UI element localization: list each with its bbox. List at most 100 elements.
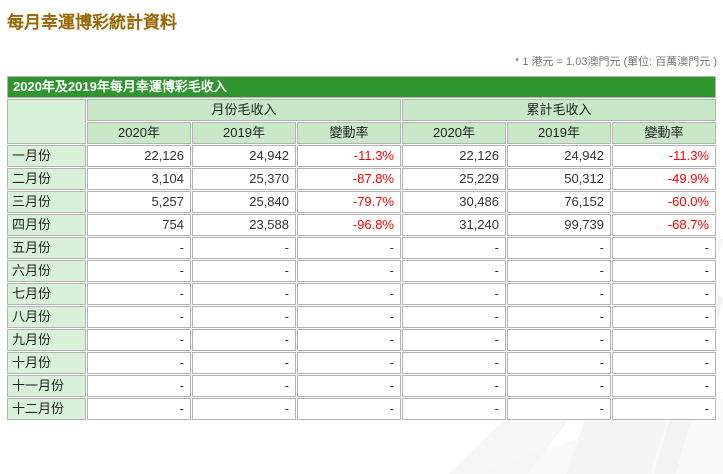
value-cell: -68.7%: [612, 214, 716, 236]
column-header-cumulative-2019: 2019年: [507, 122, 611, 144]
value-cell: -: [402, 283, 506, 305]
value-cell: -: [612, 375, 716, 397]
month-label: 六月份: [7, 260, 86, 282]
value-cell: -87.8%: [297, 168, 401, 190]
value-cell: -: [87, 260, 191, 282]
value-cell: -: [507, 237, 611, 259]
value-cell: -: [297, 260, 401, 282]
value-cell: -79.7%: [297, 191, 401, 213]
value-cell: -: [192, 306, 296, 328]
value-cell: 754: [87, 214, 191, 236]
value-cell: -: [87, 329, 191, 351]
value-cell: -: [87, 352, 191, 374]
value-cell: 3,104: [87, 168, 191, 190]
value-cell: -: [507, 306, 611, 328]
value-cell: -: [192, 260, 296, 282]
value-cell: -: [507, 352, 611, 374]
value-cell: -: [87, 306, 191, 328]
table-row: 三月份 5,257 25,840 -79.7% 30,486 76,152 -60.0%: [7, 191, 716, 213]
month-label: 十二月份: [7, 398, 86, 420]
value-cell: 24,942: [192, 145, 296, 167]
value-cell: -: [507, 260, 611, 282]
table-row: 四月份 754 23,588 -96.8% 31,240 99,739 -68.7%: [7, 214, 716, 236]
value-cell: -: [297, 237, 401, 259]
value-cell: -: [612, 260, 716, 282]
value-cell: -: [612, 306, 716, 328]
value-cell: 5,257: [87, 191, 191, 213]
table-body: 一月份 22,126 24,942 -11.3% 22,126 24,942 -11.3% 二…: [7, 145, 716, 420]
value-cell: -: [402, 375, 506, 397]
group-header-cumulative: 累計毛收入: [402, 99, 716, 121]
value-cell: 22,126: [402, 145, 506, 167]
value-cell: 99,739: [507, 214, 611, 236]
value-cell: -: [87, 237, 191, 259]
table-title: 2020年及2019年每月幸運博彩毛收入: [7, 76, 716, 98]
table-row: 八月份 - - - - - -: [7, 306, 716, 328]
value-cell: -: [507, 283, 611, 305]
corner-cell: [7, 99, 86, 144]
value-cell: 25,229: [402, 168, 506, 190]
value-cell: -: [402, 260, 506, 282]
value-cell: -60.0%: [612, 191, 716, 213]
group-header-row: 月份毛收入 累計毛收入: [7, 99, 716, 144]
value-cell: -: [402, 306, 506, 328]
value-cell: -: [87, 283, 191, 305]
month-label: 四月份: [7, 214, 86, 236]
value-cell: 30,486: [402, 191, 506, 213]
column-header-cumulative-2020: 2020年: [402, 122, 506, 144]
month-label: 十一月份: [7, 375, 86, 397]
value-cell: -: [402, 398, 506, 420]
column-header-monthly-2019: 2019年: [192, 122, 296, 144]
month-label: 十月份: [7, 352, 86, 374]
month-label: 三月份: [7, 191, 86, 213]
value-cell: 24,942: [507, 145, 611, 167]
stats-table-container: 2020年及2019年每月幸運博彩毛收入 月份毛收入 累計毛收入 2020年 2…: [6, 75, 723, 421]
value-cell: 25,370: [192, 168, 296, 190]
value-cell: -: [402, 352, 506, 374]
table-row: 一月份 22,126 24,942 -11.3% 22,126 24,942 -11.3%: [7, 145, 716, 167]
table-row: 五月份 - - - - - -: [7, 237, 716, 259]
value-cell: -: [297, 375, 401, 397]
value-cell: -: [297, 329, 401, 351]
column-header-cumulative-change: 變動率: [612, 122, 716, 144]
value-cell: 31,240: [402, 214, 506, 236]
value-cell: -: [402, 329, 506, 351]
value-cell: -: [192, 375, 296, 397]
value-cell: -: [507, 329, 611, 351]
month-label: 一月份: [7, 145, 86, 167]
column-header-monthly-change: 變動率: [297, 122, 401, 144]
value-cell: -: [297, 398, 401, 420]
page-title: 每月幸運博彩統計資料: [7, 13, 177, 32]
value-cell: -11.3%: [612, 145, 716, 167]
table-row: 九月份 - - - - - -: [7, 329, 716, 351]
value-cell: -: [612, 329, 716, 351]
value-cell: -: [192, 329, 296, 351]
table-row: 十月份 - - - - - -: [7, 352, 716, 374]
value-cell: -: [192, 283, 296, 305]
value-cell: -: [612, 352, 716, 374]
value-cell: -96.8%: [297, 214, 401, 236]
month-label: 九月份: [7, 329, 86, 351]
value-cell: 22,126: [87, 145, 191, 167]
value-cell: -: [87, 375, 191, 397]
value-cell: -11.3%: [297, 145, 401, 167]
value-cell: 23,588: [192, 214, 296, 236]
value-cell: -: [507, 375, 611, 397]
value-cell: 25,840: [192, 191, 296, 213]
value-cell: -49.9%: [612, 168, 716, 190]
group-header-monthly: 月份毛收入: [87, 99, 401, 121]
value-cell: -: [192, 352, 296, 374]
value-cell: -: [612, 237, 716, 259]
month-label: 二月份: [7, 168, 86, 190]
column-header-monthly-2020: 2020年: [87, 122, 191, 144]
month-label: 七月份: [7, 283, 86, 305]
table-row: 十二月份 - - - - - -: [7, 398, 716, 420]
value-cell: -: [297, 352, 401, 374]
stats-table: 2020年及2019年每月幸運博彩毛收入 月份毛收入 累計毛收入 2020年 2…: [6, 75, 717, 421]
value-cell: -: [87, 398, 191, 420]
column-header-row: 2020年 2019年 變動率 2020年 2019年 變動率: [7, 122, 716, 144]
value-cell: -: [192, 398, 296, 420]
table-row: 七月份 - - - - - -: [7, 283, 716, 305]
value-cell: -: [612, 398, 716, 420]
value-cell: -: [297, 283, 401, 305]
